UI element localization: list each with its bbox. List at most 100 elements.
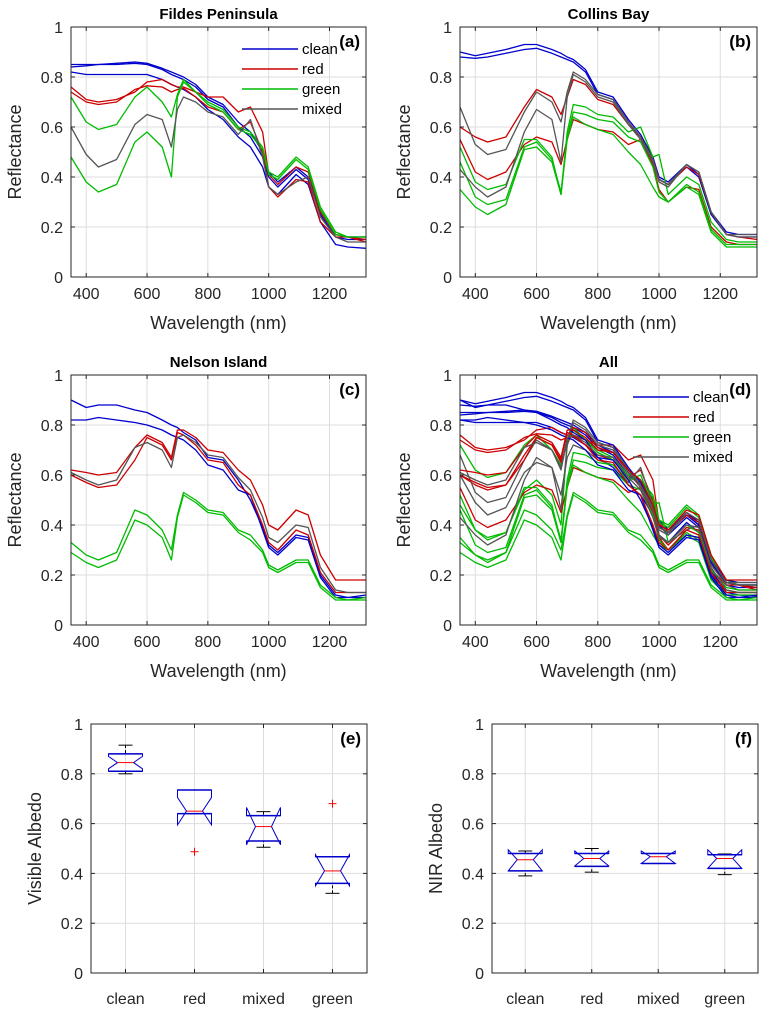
x-tick-label: 400 xyxy=(73,286,100,303)
y-tick-label: 0.8 xyxy=(430,418,452,435)
y-tick-label: 0.4 xyxy=(41,518,63,535)
y-tick-label: 0.2 xyxy=(41,568,63,585)
axes-box xyxy=(491,723,759,974)
series-line-clean xyxy=(70,399,367,599)
box-red xyxy=(177,789,212,856)
y-axis-label: NIR Albedo xyxy=(426,803,446,894)
series-line-red xyxy=(70,85,367,243)
panel-tag: (a) xyxy=(339,32,360,51)
series-line-mixed xyxy=(70,434,366,594)
x-tick-label: 600 xyxy=(134,634,161,651)
panel-c: 0 0.2 0.4 0.6 0.8 1 400 600 800 1000 1200 Reflectan… xyxy=(5,354,367,681)
series-line-mixed xyxy=(459,434,757,594)
panel-tag: (f) xyxy=(735,729,752,748)
y-tick-label: 1 xyxy=(54,368,63,385)
y-tick-label: 0.2 xyxy=(430,568,452,585)
y-tick-label: 0 xyxy=(443,618,452,635)
panel-f: 0 0.2 0.4 0.6 0.8 1 clean red mixed green NIR Albe… xyxy=(426,717,759,1008)
y-tick-label: 0.4 xyxy=(430,170,452,187)
y-tick-label: 0 xyxy=(54,618,63,635)
series-line-clean xyxy=(459,399,758,599)
x-axis-label: Wavelength (nm) xyxy=(150,661,286,681)
y-tick-label: 0 xyxy=(54,270,63,287)
y-tick-label: 0.4 xyxy=(61,866,83,883)
series-line-green xyxy=(459,464,757,596)
axes-box xyxy=(459,26,758,278)
x-axis-label: Wavelength (nm) xyxy=(540,661,676,681)
legend-label-mixed: mixed xyxy=(302,101,342,118)
legend-label-clean: clean xyxy=(302,41,338,58)
x-axis-label: Wavelength (nm) xyxy=(150,313,286,333)
series-line-green xyxy=(459,103,757,243)
legend-label-red: red xyxy=(693,409,715,426)
series-line-clean xyxy=(71,416,366,599)
series-line-mixed xyxy=(459,444,757,591)
series-line-green xyxy=(70,491,367,601)
y-tick-label: 0.2 xyxy=(462,916,484,933)
axes-box xyxy=(90,723,368,974)
x-tick-label: 1200 xyxy=(312,634,348,651)
x-tick-label: 600 xyxy=(523,286,550,303)
box-clean xyxy=(108,744,143,775)
x-tick-label: 1200 xyxy=(702,286,738,303)
y-tick-label: 0.8 xyxy=(430,70,452,87)
chart-title: Nelson Island xyxy=(170,354,268,371)
x-axis-label: Wavelength (nm) xyxy=(540,313,676,333)
y-tick-label: 0.2 xyxy=(430,220,452,237)
panel-tag: (b) xyxy=(729,32,751,51)
y-tick-label: 0.8 xyxy=(61,767,83,784)
x-tick-label: 400 xyxy=(462,634,489,651)
x-tick-label: clean xyxy=(506,991,544,1008)
y-axis-label: Reflectance xyxy=(5,452,25,547)
y-axis-label: Reflectance xyxy=(394,452,414,547)
x-tick-label: mixed xyxy=(637,991,680,1008)
y-tick-label: 0 xyxy=(74,966,83,983)
legend-label-clean: clean xyxy=(693,389,729,406)
x-tick-label: 800 xyxy=(584,286,611,303)
x-tick-label: 800 xyxy=(195,286,222,303)
y-tick-label: 0.8 xyxy=(462,767,484,784)
x-tick-label: 600 xyxy=(134,286,161,303)
series-line-red xyxy=(459,431,757,594)
series-line-mixed xyxy=(70,96,366,243)
panel-e: 0 0.2 0.4 0.6 0.8 1 clean red mixed green Visible … xyxy=(25,717,368,1008)
x-tick-label: green xyxy=(312,991,353,1008)
y-tick-label: 0.6 xyxy=(61,817,83,834)
x-tick-label: 1000 xyxy=(251,286,287,303)
series-line-green xyxy=(459,116,757,248)
y-tick-label: 1 xyxy=(443,368,452,385)
y-tick-label: 1 xyxy=(54,20,63,37)
x-tick-label: 1000 xyxy=(641,634,677,651)
x-tick-label: 1200 xyxy=(312,286,348,303)
y-tick-label: 0.4 xyxy=(462,866,484,883)
x-tick-label: 400 xyxy=(73,634,100,651)
axes-box xyxy=(459,374,758,626)
x-tick-label: mixed xyxy=(242,991,285,1008)
panel-tag: (d) xyxy=(729,380,751,399)
series-line-green xyxy=(70,81,366,238)
y-tick-label: 0.2 xyxy=(41,220,63,237)
y-tick-label: 0.8 xyxy=(41,418,63,435)
box-red xyxy=(574,848,610,873)
y-tick-label: 0.8 xyxy=(41,70,63,87)
y-tick-label: 0.6 xyxy=(430,120,452,137)
series-line-green xyxy=(459,494,757,601)
chart-title: Collins Bay xyxy=(568,6,650,23)
y-tick-label: 0.6 xyxy=(430,468,452,485)
x-tick-label: clean xyxy=(106,991,144,1008)
panel-tag: (e) xyxy=(340,729,361,748)
y-tick-label: 0.4 xyxy=(430,518,452,535)
series-line-red xyxy=(70,78,367,241)
x-tick-label: 1000 xyxy=(251,634,287,651)
y-tick-label: 1 xyxy=(443,20,452,37)
x-tick-label: 800 xyxy=(195,634,222,651)
y-tick-label: 0.4 xyxy=(41,170,63,187)
series-line-green xyxy=(459,491,758,601)
y-axis-label: Reflectance xyxy=(5,104,25,199)
legend-label-green: green xyxy=(693,429,731,446)
y-tick-label: 0 xyxy=(443,270,452,287)
y-tick-label: 0 xyxy=(475,966,484,983)
legend-label-red: red xyxy=(302,61,324,78)
box-mixed xyxy=(639,850,677,865)
box-mixed xyxy=(246,807,281,848)
